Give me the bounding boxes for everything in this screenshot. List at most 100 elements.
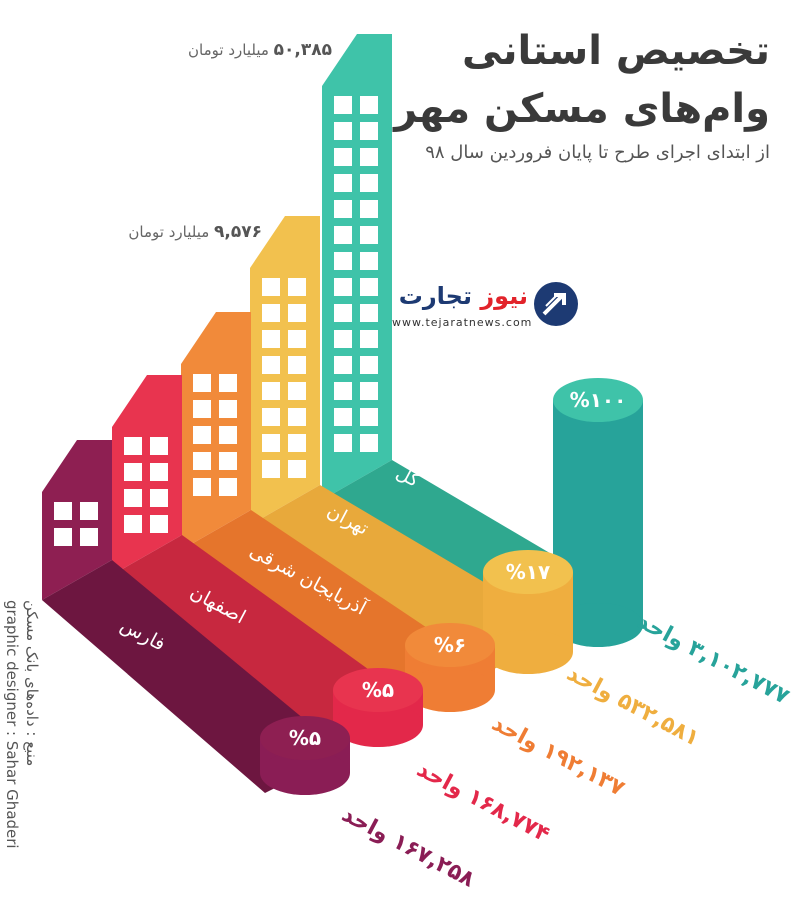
building-tower (181, 312, 251, 550)
designer-credit: graphic designer : Sahar Ghaderi (3, 600, 21, 849)
cylinder-top (405, 623, 495, 667)
amount-label-total: ۵۰,۳۸۵ میلیارد تومان (188, 40, 332, 60)
cylinder-bottom (553, 603, 643, 647)
building-window (360, 96, 378, 114)
building-window (360, 304, 378, 322)
building-window (334, 304, 352, 322)
unit-label: ۳,۱۰۲,۷۷۷ واحد (633, 609, 794, 710)
building-window (334, 200, 352, 218)
building-window (360, 174, 378, 192)
building-window (288, 434, 306, 452)
building-window (193, 400, 211, 418)
building-window (334, 382, 352, 400)
unit-label: ۱۶۷,۲۵۸ واحد (338, 802, 479, 893)
building-window (288, 408, 306, 426)
cylinder-top (553, 378, 643, 422)
percent-label: %۵ (362, 678, 394, 702)
building-window (150, 489, 168, 507)
building-tower (250, 216, 320, 525)
building-window (193, 374, 211, 392)
cylinder-top (483, 550, 573, 594)
building-window (219, 400, 237, 418)
building-window (262, 434, 280, 452)
building-window (288, 304, 306, 322)
building-window (334, 148, 352, 166)
building-window (334, 96, 352, 114)
building-window (360, 200, 378, 218)
building-window (193, 426, 211, 444)
building-window (334, 174, 352, 192)
building-window (262, 408, 280, 426)
building-window (334, 330, 352, 348)
building-window (150, 515, 168, 533)
cylinder-bottom (405, 668, 495, 712)
building-window (219, 452, 237, 470)
building-window (334, 278, 352, 296)
building-window (360, 148, 378, 166)
percent-label: %۶ (434, 633, 466, 657)
building-window (193, 478, 211, 496)
amount-label-tehran: ۹,۵۷۶ میلیارد تومان (128, 222, 262, 242)
page-title-line1: تخصیص استانی (462, 28, 770, 74)
cylinder-bottom (260, 751, 350, 795)
cylinder-bottom (483, 630, 573, 674)
building-window (124, 463, 142, 481)
unit-label: ۱۹۲,۱۳۷ واحد (488, 711, 629, 802)
building-window (124, 437, 142, 455)
building-window (334, 122, 352, 140)
percent-label: %۱۷ (506, 560, 550, 584)
unit-label: ۵۳۲,۵۸۱ واحد (563, 661, 704, 752)
building-window (80, 528, 98, 546)
unit-label: ۱۶۸,۷۷۴ واحد (413, 757, 554, 848)
building-tower (42, 440, 112, 600)
logo-text: نیوز تجارت (388, 282, 528, 310)
page-subtitle: از ابتدای اجرای طرح تا پایان فروردین سال… (425, 142, 770, 163)
building-window (219, 426, 237, 444)
amount-value: ۹,۵۷۶ (214, 222, 262, 242)
amount-unit: میلیارد تومان (188, 41, 269, 59)
building-window (193, 452, 211, 470)
logo-text-red: نیوز (480, 282, 528, 310)
building-tower (322, 34, 392, 500)
logo-arrow-icon (534, 282, 578, 326)
building-window (262, 330, 280, 348)
building-window (360, 122, 378, 140)
brand-logo: نیوز تجارت www.tejaratnews.com (384, 278, 584, 340)
amount-unit: میلیارد تومان (128, 223, 210, 241)
cylinder-top (260, 716, 350, 760)
building-window (360, 434, 378, 452)
building-window (334, 226, 352, 244)
building-window (124, 489, 142, 507)
building-window (360, 356, 378, 374)
building-window (288, 278, 306, 296)
building-window (124, 515, 142, 533)
building-window (219, 374, 237, 392)
building-window (360, 330, 378, 348)
building-window (150, 437, 168, 455)
building-window (288, 356, 306, 374)
building-window (334, 434, 352, 452)
percent-label: %۵ (289, 726, 321, 750)
building-window (360, 382, 378, 400)
cylinder-bottom (333, 703, 423, 747)
logo-text-blue: تجارت (398, 282, 472, 310)
logo-url: www.tejaratnews.com (392, 316, 533, 329)
building-window (288, 382, 306, 400)
percent-label: %۱۰۰ (570, 388, 627, 412)
building-window (54, 502, 72, 520)
cylinder-top (333, 668, 423, 712)
building-window (360, 278, 378, 296)
amount-value: ۵۰,۳۸۵ (273, 40, 332, 60)
building-window (334, 252, 352, 270)
source-credit: منبع : داده‌های بانک مسکن (23, 600, 41, 767)
page-title-line2: وام‌های مسکن مهر (394, 86, 770, 132)
building-window (360, 408, 378, 426)
building-window (262, 460, 280, 478)
building-window (262, 278, 280, 296)
building-window (360, 226, 378, 244)
building-window (54, 528, 72, 546)
building-window (334, 408, 352, 426)
credit-block: منبع : داده‌های بانک مسکن graphic design… (2, 600, 42, 900)
